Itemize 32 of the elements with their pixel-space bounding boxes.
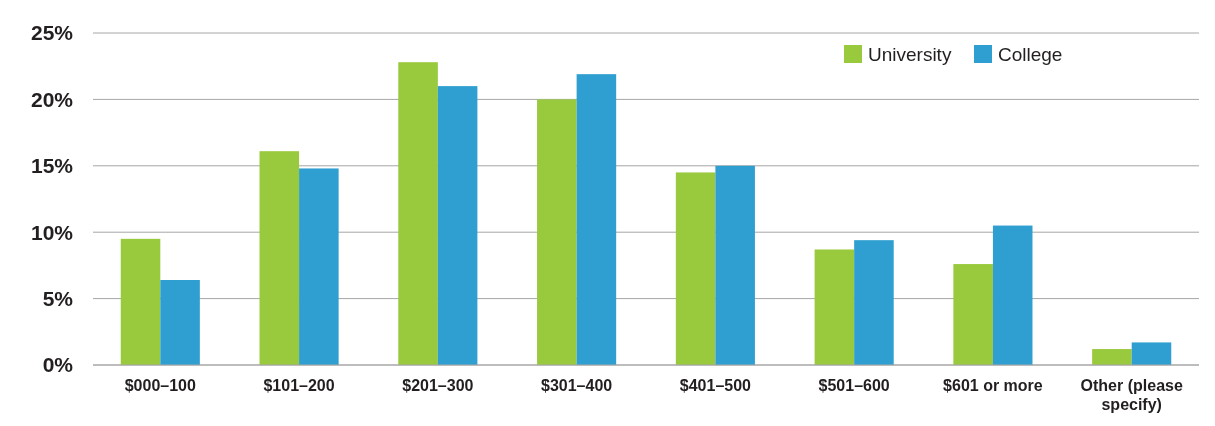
y-tick-label: 0% [42, 353, 74, 377]
legend-label: University [868, 43, 952, 65]
bar [537, 99, 577, 365]
bar [259, 151, 300, 365]
y-tick-label: 25% [30, 21, 74, 45]
x-tick-label: $101–200 [263, 377, 335, 394]
bar [576, 74, 617, 365]
bar [854, 240, 894, 365]
x-tick-label: $601 or more [943, 377, 1043, 394]
y-tick-label: 20% [30, 87, 74, 111]
bar [675, 172, 716, 365]
y-tick-label: 5% [42, 286, 74, 310]
bar [398, 62, 438, 365]
bar [160, 280, 200, 365]
bar [120, 238, 161, 365]
x-tick-label: $301–400 [541, 377, 613, 394]
bar [814, 249, 855, 365]
y-tick-label: 15% [30, 154, 74, 178]
x-tick-label: $401–500 [679, 377, 752, 394]
bar [715, 165, 755, 365]
bar [992, 225, 1033, 365]
x-tick-label: $501–600 [818, 377, 890, 394]
x-tick-label: $201–300 [402, 377, 474, 394]
bar [437, 86, 478, 365]
bar [299, 168, 339, 365]
y-tick-label: 10% [30, 220, 74, 244]
x-tick-label: Other (please specify) [1080, 377, 1183, 414]
bar [953, 264, 993, 365]
x-tick-label: $000–100 [124, 377, 196, 394]
bar [1131, 342, 1172, 365]
legend-label: College [998, 43, 1063, 65]
bar [1092, 349, 1132, 365]
